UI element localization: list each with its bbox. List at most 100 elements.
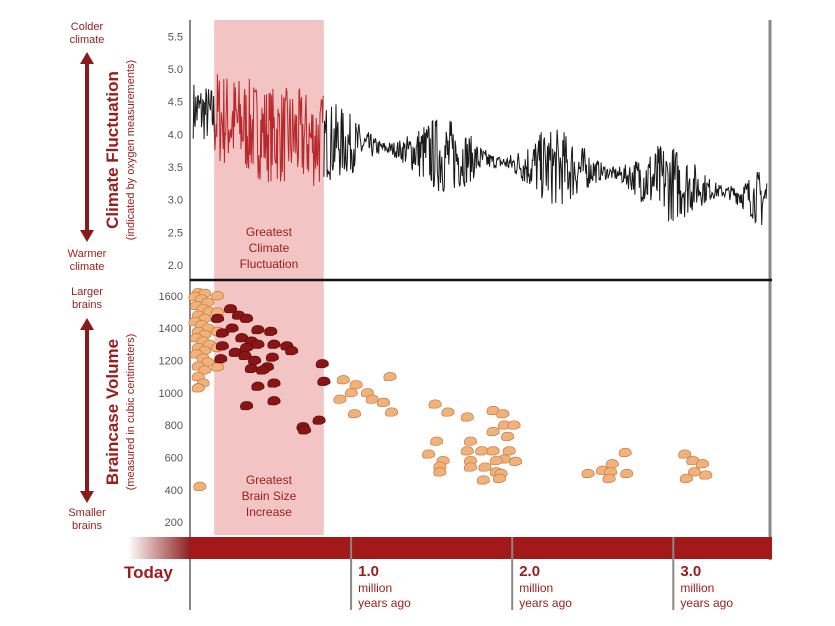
smaller-brains-label: brains [72,520,102,532]
skull-light-point [501,431,515,441]
skull-light-point [678,449,692,459]
brain-y-tick-label: 1400 [159,323,183,335]
greatest-brain-label: Greatest Brain Size Increase [242,473,297,519]
skull-light-point [360,388,374,398]
greatest-brain-line: Brain Size [242,489,297,503]
skull-dark-point [214,354,228,364]
climate-line-highlight [213,74,324,187]
side-labels: ColderclimateWarmerclimateLargerbrainsSm… [68,21,137,532]
time-tick-unit-2: years ago [358,596,411,610]
skull-light-point [211,291,225,301]
warmer-climate-label: climate [70,261,105,273]
skull-dark-point [256,365,270,375]
climate-arrow-icon [80,52,94,242]
skull-dark-point [251,339,265,349]
time-tick-label: 3.0 [680,563,701,580]
larger-brains-label: Larger [71,286,103,298]
skull-light-point [376,397,391,407]
skull-light-point [463,436,478,446]
skull-light-point [475,446,489,456]
skull-light-point [489,456,503,466]
greatest-climate-line: Greatest [246,225,293,239]
skull-dark-point [248,355,262,365]
skull-light-point [509,456,523,466]
greatest-climate-line: Fluctuation [240,257,299,271]
skull-light-point [460,446,474,456]
skull-dark-point [267,339,281,349]
climate-y-tick-label: 2.0 [168,260,183,272]
colder-climate-label: climate [70,34,105,46]
greatest-climate-label: Greatest Climate Fluctuation [240,225,299,271]
skull-dark-point [251,381,265,391]
skull-dark-point [240,342,254,352]
skull-light-point [463,456,478,466]
skull-dark-point [240,313,254,323]
time-tick-unit: million [358,581,392,595]
skull-light-point [193,481,207,491]
today-label: Today [124,563,173,582]
today-gradient [128,537,192,559]
skull-dark-point [264,326,278,336]
brain-y-tick-label: 400 [165,485,183,497]
climate-subtitle: (indicated by oxygen measurements) [125,60,137,240]
skull-dark-point [251,325,265,335]
brain-subtitle: (measured in cubic centimeters) [125,334,137,491]
skull-dark-point [315,359,329,369]
skull-light-point [502,446,516,456]
skull-light-point [486,446,500,456]
skull-dark-point [215,341,229,351]
skull-light-point [679,473,693,483]
skull-light-point [191,383,205,393]
skull-light-point [383,372,397,382]
skull-light-point [211,307,225,317]
skull-light-point [428,399,442,409]
skull-dark-point [267,378,281,388]
time-tick-unit-2: years ago [680,596,733,610]
skull-light-point [618,447,632,457]
colder-climate-label: Colder [71,21,104,33]
skull-light-point [365,394,379,404]
skull-light-point [463,462,478,472]
skull-dark-point [312,415,326,425]
brain-y-tick-label: 1200 [159,356,183,368]
greatest-climate-line: Climate [249,241,290,255]
skull-light-point [476,475,490,485]
brain-y-tick-label: 200 [165,517,183,529]
skull-light-point [695,459,710,469]
skull-dark-point [298,425,312,435]
skull-light-point [336,375,350,385]
skull-light-point [385,407,399,417]
climate-title: Climate Fluctuation [103,71,122,229]
brain-arrow-icon [80,318,94,503]
skull-light-point [620,468,634,478]
skull-light-point [699,470,713,480]
skull-light-point [486,426,500,436]
climate-y-tick-label: 5.5 [168,31,183,43]
climate-y-tick-label: 4.0 [168,129,183,141]
skull-light-point [496,409,510,419]
climate-y-ticks: 2.0 2.5 3.0 3.5 4.0 4.5 5.0 5.5 [168,31,183,272]
brain-title: Braincase Volume [103,339,122,485]
skull-light-point [347,409,362,419]
time-bar [190,537,772,559]
skull-light-point [492,473,507,483]
skull-light-point [430,436,444,446]
warmer-climate-label: Warmer [68,248,107,260]
skull-dark-point [240,401,254,411]
climate-line-late [323,104,768,226]
skull-dark-point [211,313,225,323]
skull-dark-point [223,304,238,314]
smaller-brains-label: Smaller [68,507,106,519]
skull-light-point [507,420,521,430]
greatest-brain-line: Greatest [246,473,293,487]
skull-light-point [349,380,363,390]
skull-dark-point [244,363,258,373]
brain-y-tick-label: 1000 [159,388,183,400]
brain-y-ticks: 200 400 600 800 1000 1200 1400 1600 [159,291,183,529]
time-tick-label: 2.0 [519,563,540,580]
skull-dark-point [215,328,229,338]
skull-light-point [422,449,436,459]
skull-light-point [333,394,347,404]
